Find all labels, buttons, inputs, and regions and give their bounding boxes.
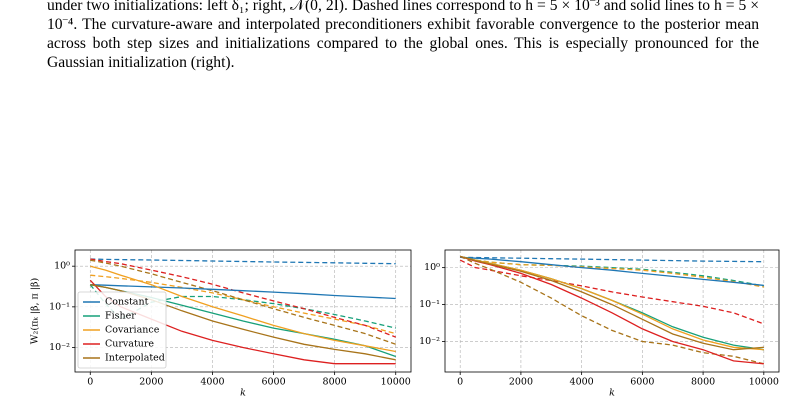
y-tick-label: 10⁰: [54, 261, 70, 272]
x-axis-label: k: [240, 388, 246, 399]
solid-line: [460, 255, 764, 365]
x-tick-label: 6000: [261, 377, 285, 388]
solid-line: [90, 265, 396, 353]
legend-label: Curvature: [105, 339, 154, 350]
x-tick-label: 2000: [509, 377, 533, 388]
legend-label: Constant: [105, 297, 149, 308]
x-tick-label: 0: [457, 377, 463, 388]
x-tick-label: 4000: [570, 377, 594, 388]
dashed-line: [460, 255, 764, 288]
dashed-line: [460, 256, 764, 263]
legend-box: [77, 291, 167, 369]
x-tick-label: 2000: [139, 377, 163, 388]
legend-label: Interpolated: [105, 353, 165, 364]
y-tick-label: 10⁻²: [419, 336, 440, 347]
dashed-line: [90, 258, 396, 265]
caption: under two initializations: left δ₁; righ…: [47, 0, 759, 71]
dashed-line: [90, 274, 396, 335]
x-axis-label: k: [609, 388, 615, 399]
legend-label: Covariance: [105, 325, 160, 336]
solid-line: [460, 255, 764, 351]
dashed-line: [459, 255, 764, 365]
x-tick-label: 10000: [749, 377, 779, 388]
x-tick-label: 10000: [381, 377, 411, 388]
x-tick-label: 0: [87, 377, 93, 388]
y-tick-label: 10⁻¹: [49, 301, 70, 312]
x-tick-label: 4000: [200, 377, 224, 388]
dashed-line: [459, 259, 765, 325]
x-tick-label: 8000: [323, 377, 347, 388]
legend-label: Fisher: [105, 311, 136, 322]
dashed-line: [90, 259, 396, 345]
solid-line: [90, 284, 396, 300]
solid-line: [460, 256, 764, 287]
x-tick-label: 6000: [630, 377, 654, 388]
solid-line: [90, 284, 396, 361]
y-tick-label: 10⁰: [424, 262, 440, 273]
dashed-line: [90, 258, 396, 338]
y-tick-label: 10⁻²: [49, 342, 70, 353]
y-axis-label: W₂(πₖ |β, π |β): [30, 278, 41, 344]
y-tick-label: 10⁻¹: [419, 299, 440, 310]
plot-frame: [444, 249, 780, 373]
plot-frame: [74, 249, 412, 373]
x-tick-label: 8000: [691, 377, 715, 388]
